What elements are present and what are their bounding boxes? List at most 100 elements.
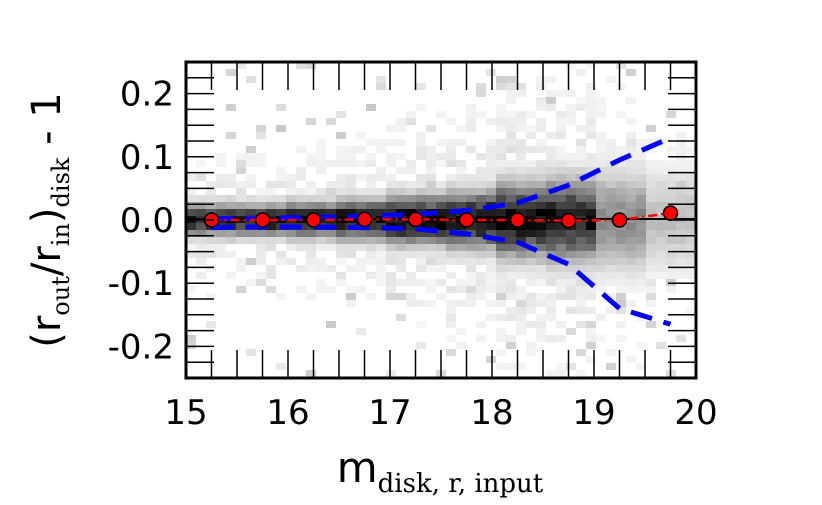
density-cell [546,265,556,272]
density-cell [626,356,636,363]
density-cell [636,209,646,216]
density-cell [436,188,446,195]
density-cell [676,132,686,139]
density-cell [586,90,596,97]
density-cell [376,202,386,209]
density-cell [236,181,246,188]
density-cell [466,223,476,230]
density-cell [456,279,466,286]
density-cell [226,132,236,139]
density-cell [446,139,456,146]
density-cell [626,272,636,279]
density-cell [586,195,596,202]
density-cell [646,272,656,279]
density-cell [656,209,666,216]
density-cell [316,209,326,216]
density-cell [536,146,546,153]
density-cell [576,349,586,356]
density-cell [186,237,196,244]
density-cell [346,237,356,244]
density-cell [456,286,466,293]
density-cell [346,265,356,272]
density-cell [586,251,596,258]
median-point [254,212,271,228]
density-cell [516,118,526,125]
density-cell [456,160,466,167]
density-cell [306,230,316,237]
density-cell [346,188,356,195]
density-cell [526,174,536,181]
density-cell [396,265,406,272]
density-cell [516,111,526,118]
density-cell [636,139,646,146]
density-cell [396,125,406,132]
density-cell [386,160,396,167]
density-cell [196,251,206,258]
density-cell [556,286,566,293]
density-cell [206,188,216,195]
density-cell [666,167,676,174]
density-cell [586,83,596,90]
density-cell [376,237,386,244]
density-cell [596,146,606,153]
density-cell [306,258,316,265]
density-cell [426,153,436,160]
density-cell [626,209,636,216]
density-cell [626,188,636,195]
density-cell [526,209,536,216]
density-cell [576,195,586,202]
x-tick-label: 19 [572,393,615,433]
density-cell [526,307,536,314]
density-cell [486,230,496,237]
density-cell [536,314,546,321]
density-cell [456,244,466,251]
density-cell [606,223,616,230]
density-cell [256,153,266,160]
density-cell [566,293,576,300]
density-cell [386,237,396,244]
density-cell [226,230,236,237]
density-cell [516,202,526,209]
density-cell [326,160,336,167]
density-cell [406,272,416,279]
density-cell [266,181,276,188]
density-cell [576,167,586,174]
density-cell [516,230,526,237]
density-cell [276,202,286,209]
density-cell [316,139,326,146]
density-cell [386,258,396,265]
density-cell [356,188,366,195]
density-cell [316,244,326,251]
density-cell [566,258,576,265]
density-cell [586,132,596,139]
density-cell [246,202,256,209]
density-cell [536,335,546,342]
density-cell [526,237,536,244]
density-cell [486,356,496,363]
density-cell [576,265,586,272]
density-cell [586,356,596,363]
density-cell [496,167,506,174]
density-cell [656,244,666,251]
density-cell [596,111,606,118]
density-cell [636,265,646,272]
density-cell [526,111,536,118]
density-cell [486,314,496,321]
density-cell [296,188,306,195]
density-cell [446,258,456,265]
density-cell [236,265,246,272]
density-cell [546,314,556,321]
density-cell [546,195,556,202]
y-axis-label-sub2: in [47,223,75,246]
density-cell [566,104,576,111]
density-cell [536,209,546,216]
density-cell [406,209,416,216]
density-cell [316,237,326,244]
density-cell [506,335,516,342]
density-cell [456,188,466,195]
density-cell [636,188,646,195]
density-cell [526,167,536,174]
density-cell [576,307,586,314]
density-cell [646,181,656,188]
density-cell [576,223,586,230]
